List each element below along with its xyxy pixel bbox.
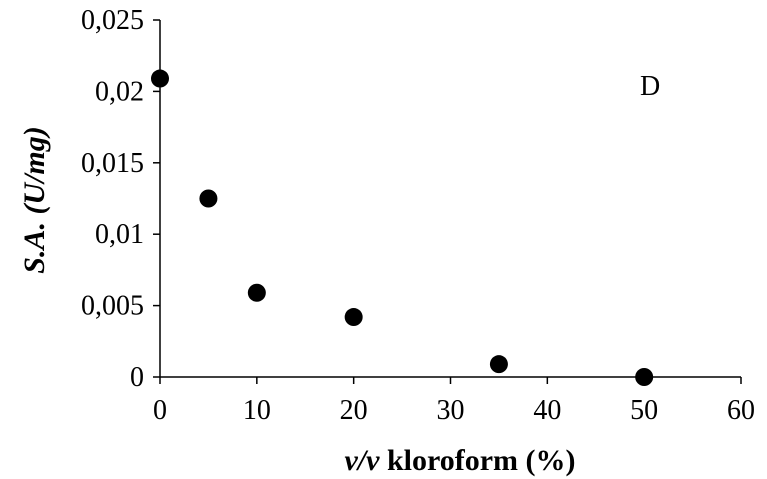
data-points bbox=[151, 69, 654, 386]
y-axis-title: S.A. (U/mg) bbox=[18, 126, 51, 274]
y-tick-label: 0,02 bbox=[95, 76, 144, 107]
data-point bbox=[247, 283, 266, 302]
x-axis-title-italic: v/v bbox=[344, 444, 380, 477]
data-point bbox=[489, 355, 508, 374]
y-tick-label: 0 bbox=[130, 362, 144, 393]
x-axis-title-rest: kloroform (%) bbox=[379, 444, 575, 477]
x-tick-label: 0 bbox=[153, 395, 167, 426]
y-ticks: 0 0,005 0,01 0,015 0,02 0,025 bbox=[81, 5, 160, 393]
y-tick-label: 0,015 bbox=[81, 148, 144, 179]
x-tick-label: 10 bbox=[243, 395, 271, 426]
data-point bbox=[199, 189, 218, 208]
x-tick-label: 60 bbox=[727, 395, 755, 426]
data-point bbox=[344, 308, 363, 327]
data-point bbox=[635, 368, 654, 386]
x-tick-label: 20 bbox=[340, 395, 368, 426]
x-ticks: 0 10 20 30 40 50 60 bbox=[153, 377, 755, 426]
x-axis-title: v/v kloroform (%) bbox=[344, 444, 575, 477]
y-tick-label: 0,025 bbox=[81, 5, 144, 36]
x-tick-label: 30 bbox=[437, 395, 465, 426]
x-tick-label: 50 bbox=[630, 395, 658, 426]
x-tick-label: 40 bbox=[533, 395, 561, 426]
data-point bbox=[151, 69, 169, 88]
panel-annotation: D bbox=[640, 71, 660, 102]
y-tick-label: 0,005 bbox=[81, 291, 144, 322]
y-tick-label: 0,01 bbox=[95, 219, 144, 250]
